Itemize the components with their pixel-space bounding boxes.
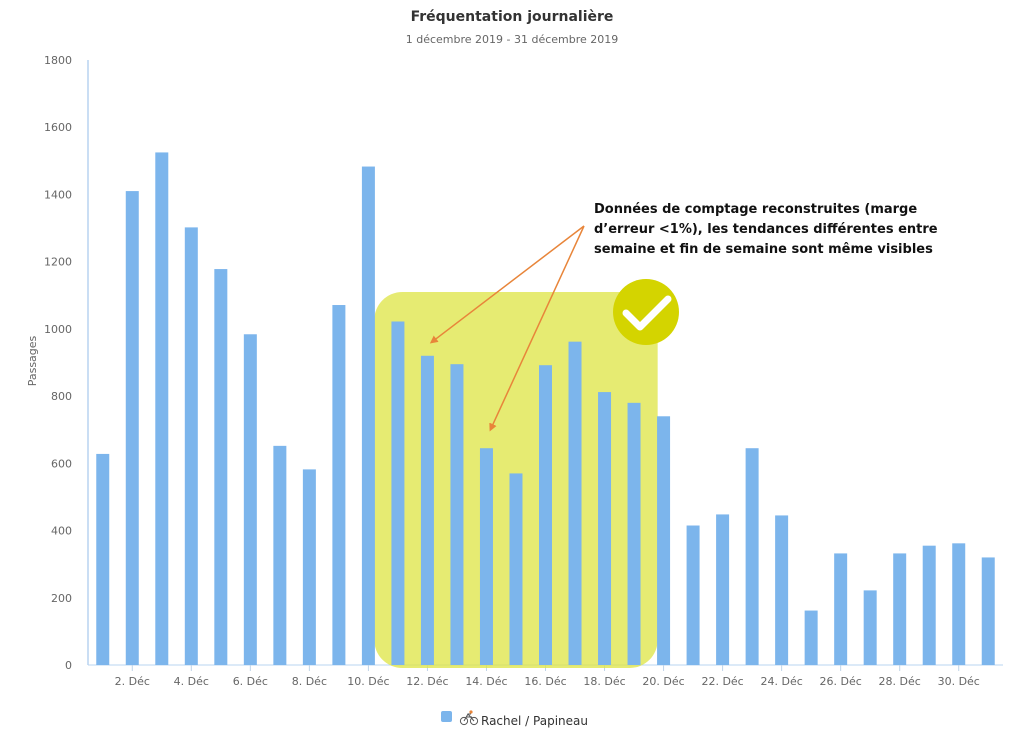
x-tick-label: 14. Déc <box>465 675 507 688</box>
legend[interactable]: Rachel / Papineau <box>441 710 588 728</box>
annotation-line-2: d’erreur <1%), les tendances différentes… <box>594 222 938 237</box>
bar[interactable] <box>657 416 671 665</box>
bar[interactable] <box>568 341 582 665</box>
y-tick-label: 1200 <box>44 256 72 269</box>
bar[interactable] <box>273 445 287 665</box>
y-tick-label: 1000 <box>44 323 72 336</box>
bar[interactable] <box>391 321 405 665</box>
x-tick-label: 2. Déc <box>115 675 150 688</box>
y-tick-label: 800 <box>51 390 72 403</box>
y-axis-title: Passages <box>26 335 39 386</box>
x-tick-label: 30. Déc <box>938 675 980 688</box>
legend-swatch <box>441 711 452 722</box>
bar[interactable] <box>834 553 848 665</box>
bar-series <box>96 152 995 666</box>
bicycle-icon <box>459 713 479 726</box>
bar[interactable] <box>332 305 346 665</box>
x-tick-label: 4. Déc <box>174 675 209 688</box>
x-tick-label: 8. Déc <box>292 675 327 688</box>
bar[interactable] <box>745 448 759 665</box>
bar[interactable] <box>214 269 228 665</box>
annotation-line-3: semaine et fin de semaine sont même visi… <box>594 242 933 257</box>
annotation-line-1: Données de comptage reconstruites (marge <box>594 202 917 217</box>
chart-title: Fréquentation journalière <box>411 9 614 25</box>
bar[interactable] <box>804 610 818 665</box>
check-mark <box>622 295 672 331</box>
x-tick-label: 24. Déc <box>760 675 802 688</box>
bar[interactable] <box>509 473 523 665</box>
x-tick-label: 10. Déc <box>347 675 389 688</box>
x-tick-label: 18. Déc <box>583 675 625 688</box>
x-tick-label: 12. Déc <box>406 675 448 688</box>
chart-subtitle: 1 décembre 2019 - 31 décembre 2019 <box>406 33 619 46</box>
bar[interactable] <box>627 402 641 665</box>
bar[interactable] <box>450 364 464 665</box>
check-badge <box>613 279 679 345</box>
bar[interactable] <box>863 590 877 665</box>
annotation-arrow-1 <box>429 225 585 344</box>
y-tick-label: 400 <box>51 525 72 538</box>
y-tick-label: 1800 <box>44 54 72 67</box>
x-tick-label: 28. Déc <box>879 675 921 688</box>
bar[interactable] <box>96 453 110 665</box>
x-tick-label: 26. Déc <box>820 675 862 688</box>
legend-label: Rachel / Papineau <box>481 714 588 728</box>
y-tick-label: 600 <box>51 457 72 470</box>
bar[interactable] <box>125 191 139 666</box>
bar[interactable] <box>893 553 907 665</box>
bar[interactable] <box>922 545 936 665</box>
x-tick-label: 16. Déc <box>524 675 566 688</box>
y-tick-label: 0 <box>65 659 72 672</box>
bar[interactable] <box>479 448 493 665</box>
bicycle-rider-dot <box>469 710 473 714</box>
bar[interactable] <box>598 392 612 665</box>
x-tick-label: 22. Déc <box>701 675 743 688</box>
y-tick-label: 1400 <box>44 188 72 201</box>
bar[interactable] <box>716 514 730 665</box>
bar[interactable] <box>184 227 198 665</box>
bar[interactable] <box>302 469 316 665</box>
bar[interactable] <box>361 166 375 665</box>
bar[interactable] <box>981 557 995 665</box>
annotation: Données de comptage reconstruites (marge… <box>429 202 938 432</box>
x-axis-ticks: 2. Déc 4. Déc 6. Déc 8. Déc 10. Déc 12. Déc 14… <box>115 665 980 688</box>
y-axis-ticks: 0 200 400 600 800 1000 1200 1400 1600 1800 <box>44 54 72 672</box>
bar[interactable] <box>155 152 169 666</box>
check-icon <box>613 279 679 345</box>
bar[interactable] <box>243 334 257 665</box>
bar[interactable] <box>539 365 552 665</box>
y-tick-label: 200 <box>51 592 72 605</box>
bar[interactable] <box>952 543 966 665</box>
y-tick-label: 1600 <box>44 121 72 134</box>
bar[interactable] <box>420 355 434 665</box>
annotation-arrow-2 <box>489 225 585 432</box>
x-tick-label: 20. Déc <box>642 675 684 688</box>
bar[interactable] <box>686 525 700 665</box>
bar[interactable] <box>775 515 789 665</box>
x-tick-label: 6. Déc <box>233 675 268 688</box>
